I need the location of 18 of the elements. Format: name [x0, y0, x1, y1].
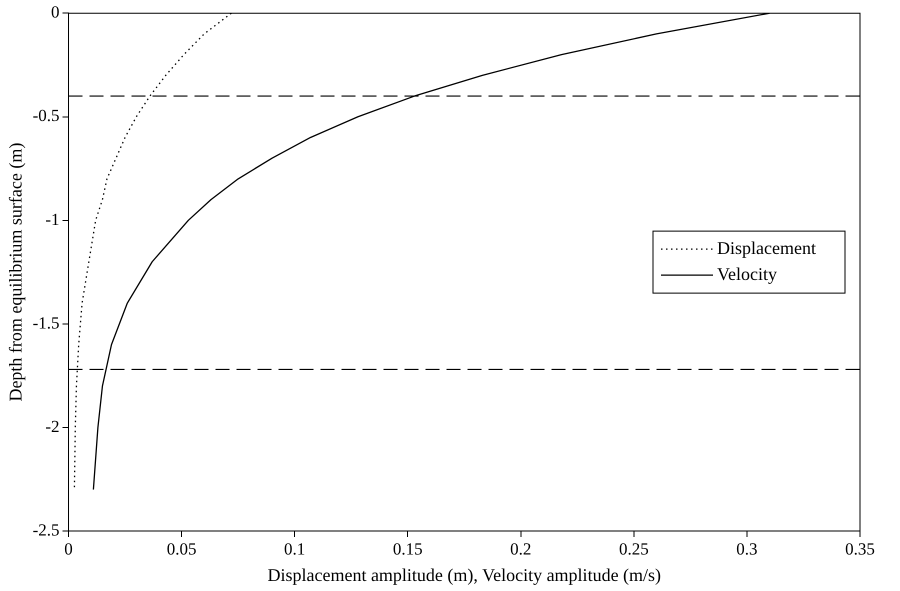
legend-label: Displacement [717, 238, 816, 258]
x-tick-label: 0.2 [510, 540, 532, 559]
y-tick-label: -2.5 [32, 520, 60, 540]
y-axis-title: Depth from equilibrium surface (m) [6, 142, 26, 402]
x-tick-label: 0.15 [392, 540, 423, 559]
legend-label: Velocity [717, 264, 777, 284]
x-tick-label: 0.05 [166, 540, 196, 559]
y-tick-label: -1.5 [32, 313, 60, 332]
y-tick-label: -0.5 [32, 106, 60, 126]
x-tick-label: 0.25 [618, 540, 649, 559]
x-tick-label: 0.3 [736, 540, 758, 559]
y-tick-label: 0 [51, 2, 60, 22]
x-tick-label: 0.1 [284, 540, 306, 559]
x-axis-title: Displacement amplitude (m), Velocity amplitude (m/s) [267, 564, 662, 585]
x-tick-label: 0.35 [845, 540, 875, 559]
y-tick-label: -1 [45, 210, 60, 229]
x-tick-label: 0 [64, 540, 73, 559]
y-tick-label: -2 [45, 416, 60, 436]
